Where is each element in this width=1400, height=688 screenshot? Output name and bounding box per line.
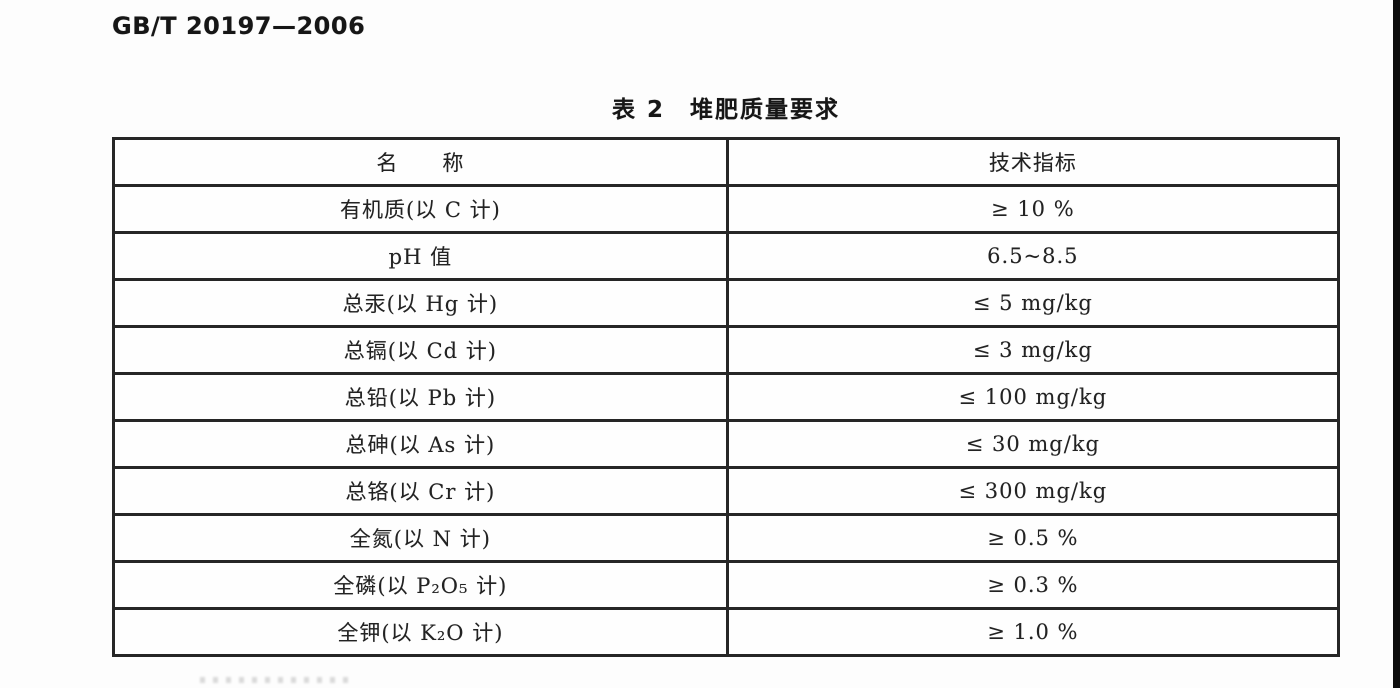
- compost-quality-table: 名 称 技术指标 有机质(以 C 计) ≥ 10 % pH 值 6.5~8.5 …: [112, 137, 1341, 657]
- row-name: 全钾(以 K₂O 计): [112, 607, 729, 657]
- row-name: 全磷(以 P₂O₅ 计): [112, 560, 729, 610]
- table-row: 总汞(以 Hg 计) ≤ 5 mg/kg: [112, 278, 1341, 328]
- table-header-row: 名 称 技术指标: [112, 137, 1341, 187]
- row-value: ≤ 300 mg/kg: [725, 466, 1341, 516]
- scan-edge-bar: [1393, 0, 1400, 688]
- row-value: ≤ 5 mg/kg: [725, 278, 1341, 328]
- row-name: 总铬(以 Cr 计): [112, 466, 729, 516]
- table-row: 总镉(以 Cd 计) ≤ 3 mg/kg: [112, 325, 1341, 375]
- table-row: 有机质(以 C 计) ≥ 10 %: [112, 184, 1341, 234]
- table-row: 总铅(以 Pb 计) ≤ 100 mg/kg: [112, 372, 1341, 422]
- row-name: 总铅(以 Pb 计): [112, 372, 729, 422]
- table-caption: 表 2 堆肥质量要求: [611, 97, 840, 123]
- row-name: 全氮(以 N 计): [112, 513, 729, 563]
- row-value: 6.5~8.5: [725, 231, 1341, 281]
- row-value: ≥ 1.0 %: [725, 607, 1341, 657]
- table-row: 全磷(以 P₂O₅ 计) ≥ 0.3 %: [112, 560, 1341, 610]
- table-row: 总铬(以 Cr 计) ≤ 300 mg/kg: [112, 466, 1341, 516]
- row-name: pH 值: [112, 231, 729, 281]
- row-name: 总砷(以 As 计): [112, 419, 729, 469]
- row-value: ≥ 10 %: [725, 184, 1341, 234]
- row-name: 总汞(以 Hg 计): [112, 278, 729, 328]
- row-value: ≤ 100 mg/kg: [725, 372, 1341, 422]
- column-header-technical-index: 技术指标: [725, 137, 1341, 187]
- row-name: 总镉(以 Cd 计): [112, 325, 729, 375]
- row-name: 有机质(以 C 计): [112, 184, 729, 234]
- table-row: pH 值 6.5~8.5: [112, 231, 1341, 281]
- table-row: 全钾(以 K₂O 计) ≥ 1.0 %: [112, 607, 1341, 657]
- scan-artifact: [200, 677, 350, 683]
- row-value: ≤ 30 mg/kg: [725, 419, 1341, 469]
- row-value: ≥ 0.5 %: [725, 513, 1341, 563]
- column-header-name: 名 称: [112, 137, 729, 187]
- table-row: 总砷(以 As 计) ≤ 30 mg/kg: [112, 419, 1341, 469]
- row-value: ≥ 0.3 %: [725, 560, 1341, 610]
- standard-number: GB/T 20197—2006: [112, 12, 366, 40]
- table-row: 全氮(以 N 计) ≥ 0.5 %: [112, 513, 1341, 563]
- row-value: ≤ 3 mg/kg: [725, 325, 1341, 375]
